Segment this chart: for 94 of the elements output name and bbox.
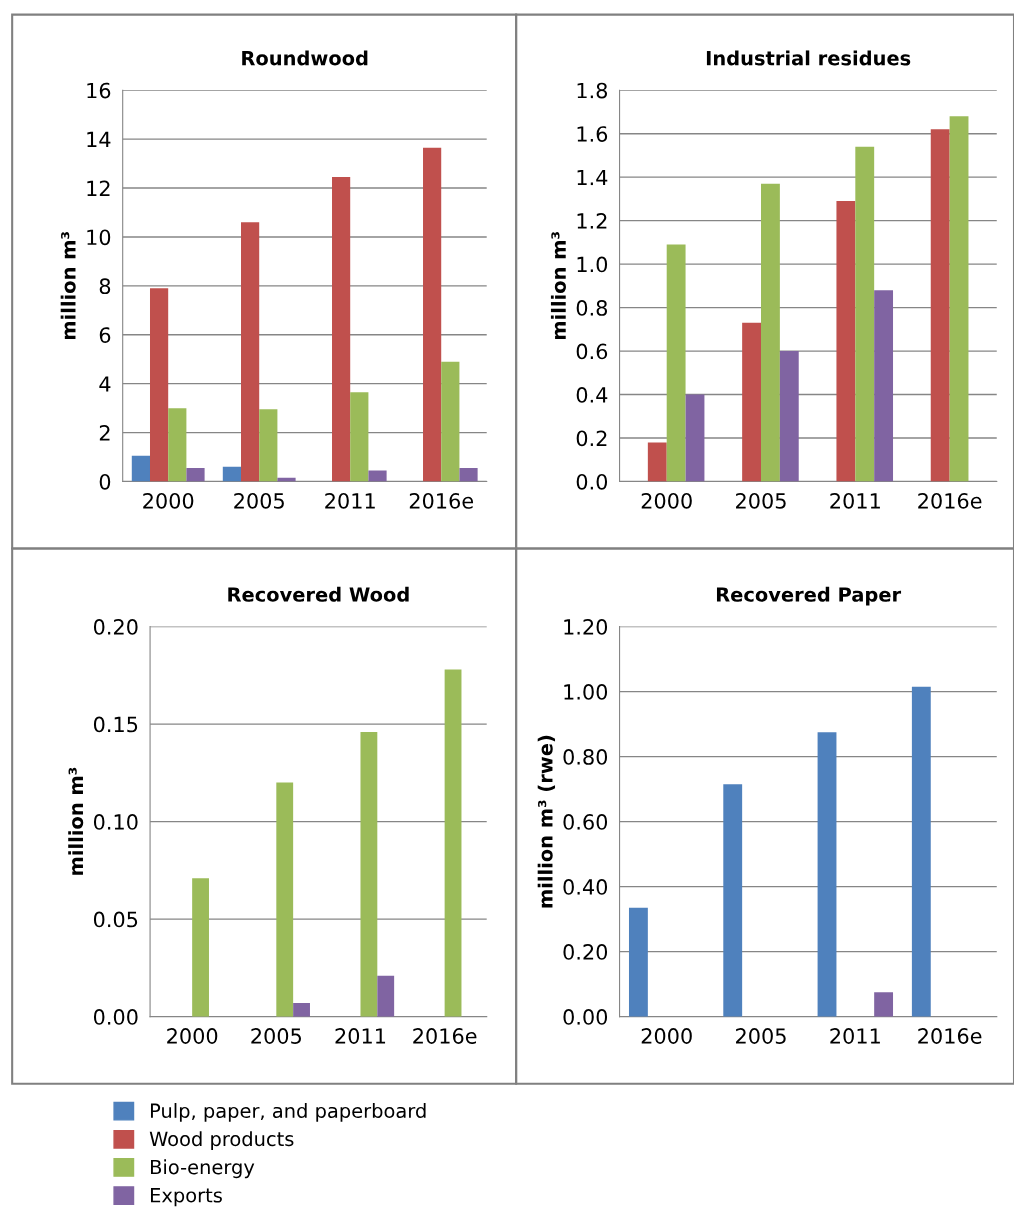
x-tick-label: 2016e (409, 492, 474, 509)
x-tick-label: 2005 (234, 492, 284, 509)
x-tick-label: 2000 (167, 1028, 218, 1044)
bar (350, 392, 369, 482)
bar (817, 732, 837, 1017)
bar (293, 1002, 310, 1017)
bar (836, 201, 856, 482)
bar (723, 784, 743, 1017)
bar (666, 244, 686, 482)
x-tick-label: 2000 (143, 492, 194, 509)
y-tick-label: 14 (87, 131, 111, 148)
bar (368, 470, 387, 482)
bar (222, 466, 241, 482)
legend-label: Pulp, paper, and paperboard (150, 1103, 426, 1122)
bar (131, 455, 150, 482)
y-tick-label: 12 (87, 180, 110, 196)
bar (441, 361, 460, 482)
legend-label: Wood products (149, 1131, 294, 1150)
bar (761, 183, 780, 482)
y-tick-label: 0.15 (93, 716, 138, 733)
x-tick-label: 2011 (325, 492, 375, 509)
y-tick-label: 1.6 (577, 126, 608, 142)
y-tick-label: 4 (99, 376, 111, 392)
bar (276, 782, 294, 1017)
y-tick-label: 0.40 (563, 879, 608, 895)
y-tick-label: 0.10 (93, 814, 138, 830)
bar (855, 146, 875, 482)
bar (259, 409, 278, 482)
y-tick-label: 2 (99, 425, 110, 441)
bar (192, 878, 209, 1017)
chart-title: Recovered Wood (228, 586, 409, 602)
bar (742, 322, 762, 482)
y-tick-label: 1.00 (564, 684, 608, 700)
x-tick-label: 2000 (641, 1028, 692, 1044)
bar (186, 468, 205, 482)
y-tick-label: 0.20 (563, 944, 608, 960)
bar (949, 116, 969, 482)
x-tick-label: 2011 (830, 492, 880, 509)
y-tick-label: 1.20 (564, 619, 608, 635)
bar (168, 408, 187, 482)
y-axis-title: million m³ (68, 767, 84, 875)
y-tick-label: 0.05 (93, 911, 138, 928)
legend-label: Exports (150, 1188, 222, 1207)
chart-title: Roundwood (242, 50, 368, 66)
bar (874, 992, 894, 1017)
chart-title: Industrial residues (706, 50, 911, 66)
x-tick-label: 2016e (918, 492, 982, 509)
y-axis-title: million m³ (550, 232, 566, 340)
y-tick-label: 10 (87, 229, 111, 246)
y-tick-label: 0.6 (576, 343, 608, 360)
y-tick-label: 0.00 (93, 1009, 138, 1025)
y-tick-label: 0.0 (576, 473, 608, 490)
y-tick-label: 1.4 (577, 169, 608, 186)
y-tick-label: 0.8 (576, 300, 608, 316)
x-tick-label: 2005 (736, 492, 786, 509)
y-tick-label: 0.4 (576, 387, 608, 403)
x-tick-label: 2016e (413, 1028, 477, 1044)
bar (779, 351, 799, 482)
bar (377, 975, 395, 1017)
x-tick-label: 2005 (251, 1028, 301, 1044)
bar (423, 147, 442, 482)
bar (685, 394, 705, 482)
y-tick-label: 16 (87, 82, 111, 99)
y-tick-label: 6 (99, 327, 111, 343)
bar (628, 907, 648, 1017)
bar (444, 669, 462, 1017)
y-tick-label: 0.60 (563, 814, 608, 830)
bar (332, 177, 351, 482)
y-tick-label: 0.80 (563, 749, 608, 765)
y-tick-label: 1.8 (577, 82, 608, 99)
bar (930, 129, 950, 482)
y-axis-title: million m³ (rwe) (537, 735, 556, 908)
y-tick-label: 0.2 (576, 430, 607, 447)
x-tick-label: 2016e (918, 1028, 982, 1044)
y-tick-label: 8 (99, 278, 111, 295)
bar (360, 731, 378, 1017)
bar (150, 288, 169, 482)
bar (874, 290, 894, 482)
y-tick-label: 1.2 (577, 213, 607, 229)
y-tick-label: 0 (99, 473, 111, 490)
bar (241, 222, 260, 482)
x-tick-label: 2005 (736, 1028, 786, 1044)
y-tick-label: 0.00 (563, 1009, 608, 1025)
y-tick-label: 0.20 (93, 619, 138, 635)
y-tick-label: 1.0 (577, 256, 608, 273)
x-tick-label: 2011 (830, 1028, 880, 1044)
bar (911, 686, 931, 1017)
bar (459, 468, 478, 482)
y-axis-title: million m³ (60, 232, 76, 340)
bar (647, 442, 667, 482)
x-tick-label: 2000 (641, 492, 692, 509)
x-tick-label: 2011 (335, 1028, 386, 1044)
chart-title: Recovered Paper (716, 586, 902, 606)
legend-label: Bio-energy (150, 1159, 255, 1179)
